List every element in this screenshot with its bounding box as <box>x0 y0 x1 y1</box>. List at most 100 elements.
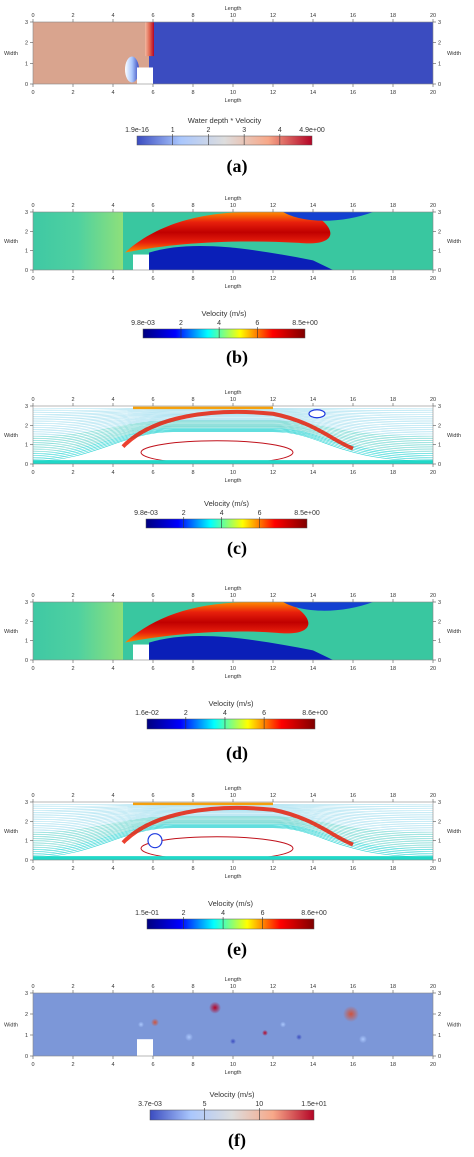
streamline <box>33 827 433 858</box>
x-tick-label: 14 <box>310 397 316 403</box>
x-tick-label: 2 <box>71 397 74 403</box>
x-tick-label: 14 <box>310 13 316 19</box>
x-tick-label: 20 <box>430 984 436 990</box>
y-tick-label: 1 <box>25 61 28 67</box>
field-inlet <box>33 212 123 270</box>
colorbar-tick-label: 2 <box>182 510 186 517</box>
colorbar-title: Water depth * Velocity <box>188 116 262 125</box>
panel-label: (a) <box>227 156 248 177</box>
x-tick-label: 18 <box>390 276 396 282</box>
y-tick-label: 2 <box>25 1012 28 1018</box>
x-axis-label: Length <box>225 478 242 484</box>
y-tick-label: 2 <box>25 423 28 429</box>
x-tick-label: 12 <box>270 276 276 282</box>
field-jet-core <box>125 212 331 253</box>
y-axis-label: Width <box>447 239 461 245</box>
x-tick-label: 14 <box>310 90 316 96</box>
x-tick-label: 0 <box>31 276 34 282</box>
plot-area <box>33 993 433 1056</box>
y-tick-label: 2 <box>438 819 441 825</box>
x-tick-label: 4 <box>111 793 114 799</box>
x-axis-label: Length <box>225 674 242 680</box>
field-background <box>33 993 433 1056</box>
x-tick-label: 16 <box>350 90 356 96</box>
y-axis-label: Width <box>447 1023 461 1029</box>
x-tick-label: 20 <box>430 276 436 282</box>
x-tick-label: 8 <box>191 1062 194 1068</box>
x-tick-label: 2 <box>71 470 74 476</box>
x-tick-label: 18 <box>390 866 396 872</box>
streamline <box>33 417 433 430</box>
streamline <box>33 805 433 809</box>
colorbar-title: Velocity (m/s) <box>209 1090 255 1099</box>
x-tick-label: 8 <box>191 276 194 282</box>
colorbar-tick-label: 4 <box>220 510 224 517</box>
colorbar: Velocity (m/s) 9.8e-03 8.5e+00 2 4 6 <box>131 309 318 339</box>
x-tick-label: 14 <box>310 276 316 282</box>
x-tick-label: 10 <box>230 666 236 672</box>
x-tick-label: 4 <box>111 276 114 282</box>
y-tick-label: 3 <box>25 600 28 606</box>
plot-area <box>33 22 433 84</box>
colorbar-tick-label: 1 <box>171 127 175 134</box>
streamline <box>33 807 433 813</box>
vortex-blob <box>151 1018 159 1027</box>
colorbar-min-label: 1.5e-01 <box>135 910 159 917</box>
x-tick-label: 0 <box>31 793 34 799</box>
x-tick-label: 2 <box>71 90 74 96</box>
streamline <box>33 409 433 413</box>
y-tick-label: 1 <box>438 249 441 255</box>
streamline <box>33 826 433 856</box>
x-tick-label: 18 <box>390 13 396 19</box>
x-tick-label: 12 <box>270 984 276 990</box>
streamline <box>33 819 433 841</box>
streamline <box>33 411 433 417</box>
x-tick-label: 6 <box>151 593 154 599</box>
y-tick-label: 0 <box>25 268 28 274</box>
x-tick-label: 18 <box>390 793 396 799</box>
colorbar-tick-label: 6 <box>262 710 266 717</box>
streamline-bottom-band <box>33 856 433 860</box>
x-tick-label: 10 <box>230 13 236 19</box>
streamline <box>33 430 433 460</box>
x-tick-label: 10 <box>230 397 236 403</box>
x-tick-label: 10 <box>230 593 236 599</box>
x-tick-label: 8 <box>191 397 194 403</box>
colorbar-max-label: 8.5e+00 <box>294 510 320 517</box>
y-axis-label: Width <box>447 829 461 835</box>
y-axis-label: Width <box>4 239 18 245</box>
vortex-blob <box>138 1021 144 1028</box>
x-axis-label: Length <box>225 586 242 592</box>
panel-label: (d) <box>226 743 248 764</box>
x-tick-label: 12 <box>270 203 276 209</box>
x-tick-label: 12 <box>270 397 276 403</box>
x-tick-label: 4 <box>111 1062 114 1068</box>
x-tick-label: 12 <box>270 1062 276 1068</box>
x-tick-label: 6 <box>151 984 154 990</box>
colorbar-max-label: 8.5e+00 <box>292 320 318 327</box>
field-jet-core <box>125 602 309 643</box>
x-tick-label: 6 <box>151 276 154 282</box>
streamline <box>33 820 433 843</box>
x-tick-label: 20 <box>430 470 436 476</box>
y-axis-label: Width <box>4 51 18 57</box>
x-tick-label: 0 <box>31 13 34 19</box>
x-tick-label: 20 <box>430 1062 436 1068</box>
vortex-blob <box>230 1038 236 1045</box>
x-tick-label: 18 <box>390 203 396 209</box>
streamline <box>33 824 433 850</box>
x-tick-label: 10 <box>230 203 236 209</box>
panel-label: (f) <box>228 1130 246 1151</box>
x-tick-label: 0 <box>31 666 34 672</box>
x-tick-label: 4 <box>111 984 114 990</box>
y-tick-label: 3 <box>25 20 28 26</box>
vortex-blob <box>262 1029 268 1036</box>
colorbar-tick-label: 10 <box>255 1101 263 1108</box>
streamline <box>33 822 433 847</box>
streamline <box>33 816 433 834</box>
obstacle-block <box>137 1039 153 1056</box>
streamline <box>33 425 433 449</box>
y-tick-label: 3 <box>438 800 441 806</box>
vortex-blob <box>280 1021 286 1028</box>
